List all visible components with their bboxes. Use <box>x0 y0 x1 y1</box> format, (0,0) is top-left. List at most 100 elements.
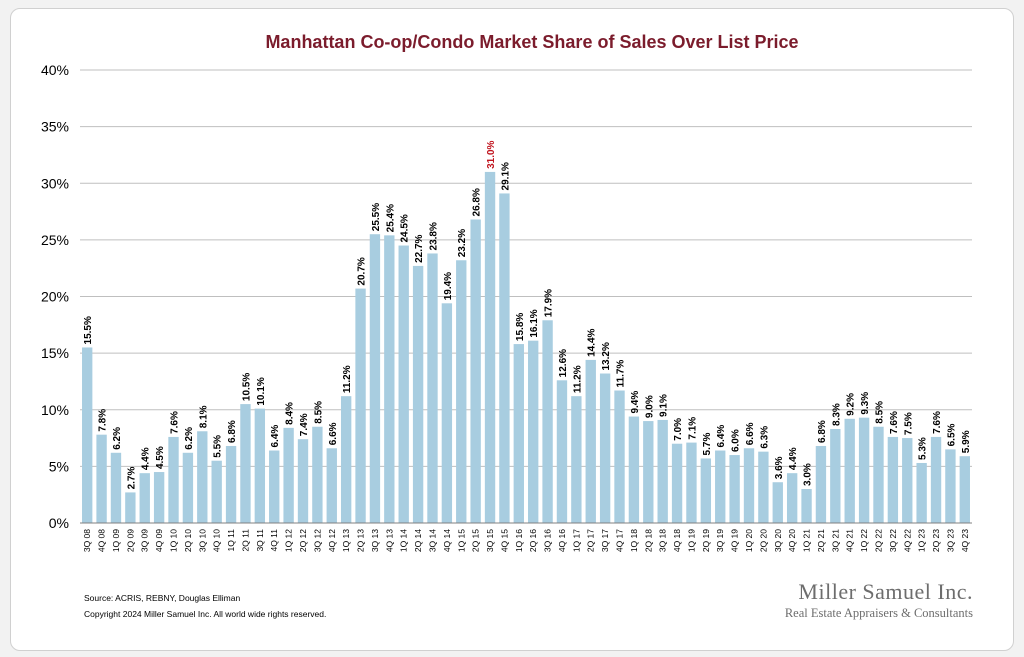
x-tick-label: 3Q 18 <box>658 529 668 552</box>
x-tick-label: 2Q 10 <box>183 529 193 552</box>
bar <box>513 344 524 523</box>
bar <box>384 235 395 523</box>
value-label: 10.1% <box>256 377 267 405</box>
bar <box>168 436 179 523</box>
x-tick-label: 1Q 18 <box>629 529 639 552</box>
x-tick-label: 4Q 09 <box>154 529 164 552</box>
y-tick-label: 25% <box>41 232 69 248</box>
value-label: 9.0% <box>644 395 655 418</box>
value-label: 25.4% <box>385 204 396 232</box>
x-tick-label: 4Q 23 <box>960 529 970 552</box>
bar <box>830 429 841 523</box>
bar <box>585 359 596 523</box>
bar <box>700 458 712 523</box>
value-label: 24.5% <box>400 214 411 242</box>
bar <box>225 445 237 523</box>
y-tick-label: 35% <box>41 119 69 135</box>
y-tick-label: 40% <box>41 62 69 78</box>
value-label: 6.6% <box>745 422 756 445</box>
value-label: 6.6% <box>328 422 339 445</box>
value-label: 13.2% <box>601 342 612 370</box>
value-label: 6.5% <box>946 423 957 446</box>
value-label: 23.8% <box>428 222 439 250</box>
value-label: 10.5% <box>241 373 252 401</box>
x-tick-label: 2Q 22 <box>873 529 883 552</box>
bar <box>82 347 93 523</box>
x-tick-label: 4Q 21 <box>845 529 855 552</box>
x-tick-label: 1Q 17 <box>571 529 581 552</box>
x-tick-label: 1Q 22 <box>859 529 869 552</box>
x-tick-label: 2Q 13 <box>356 529 366 552</box>
bar <box>945 449 956 523</box>
bar <box>211 460 222 523</box>
x-tick-label: 2Q 20 <box>758 529 768 552</box>
value-label: 25.5% <box>371 203 382 231</box>
copyright-note: Copyright 2024 Miller Samuel Inc. All wo… <box>84 609 326 619</box>
x-tick-label: 1Q 15 <box>456 529 466 552</box>
value-label: 23.2% <box>457 229 468 257</box>
bar <box>628 416 640 523</box>
bar <box>729 455 740 523</box>
bar <box>470 219 481 524</box>
x-tick-label: 2Q 11 <box>240 529 250 552</box>
bar <box>715 450 726 523</box>
value-label: 7.1% <box>687 417 698 440</box>
value-label: 4.4% <box>788 447 799 470</box>
value-label: 8.4% <box>285 402 296 425</box>
x-tick-label: 4Q 13 <box>384 529 394 552</box>
company-logo-tagline: Real Estate Appraisers & Consultants <box>785 606 973 620</box>
bar <box>815 445 827 523</box>
x-tick-label: 1Q 16 <box>514 529 524 552</box>
value-label: 31.0% <box>486 140 497 168</box>
x-tick-label: 2Q 09 <box>125 529 135 552</box>
value-label: 6.3% <box>759 426 770 449</box>
x-tick-label: 1Q 19 <box>686 529 696 552</box>
bar <box>456 260 467 523</box>
x-tick-label: 3Q 23 <box>945 529 955 552</box>
x-tick-label: 3Q 09 <box>140 529 150 552</box>
value-label: 16.1% <box>529 309 540 337</box>
value-label: 7.4% <box>299 413 310 436</box>
bars <box>82 171 970 524</box>
y-tick-label: 30% <box>41 175 69 191</box>
bar <box>283 427 294 523</box>
x-tick-label: 1Q 11 <box>226 529 236 552</box>
bar <box>887 436 899 523</box>
bar <box>657 419 668 523</box>
source-note: Source: ACRIS, REBNY, Douglas Elliman <box>84 593 240 603</box>
x-tick-label: 3Q 21 <box>830 529 840 552</box>
y-tick-label: 20% <box>41 289 69 305</box>
bar <box>355 288 366 523</box>
x-tick-label: 4Q 22 <box>902 529 912 552</box>
x-tick-label: 1Q 10 <box>169 529 179 552</box>
x-tick-label: 3Q 16 <box>543 529 553 552</box>
value-label: 11.7% <box>616 360 627 388</box>
bar <box>916 462 927 523</box>
bar <box>743 448 755 523</box>
value-label: 15.5% <box>83 316 94 344</box>
x-tick-label: 4Q 17 <box>615 529 625 552</box>
bar <box>197 431 208 523</box>
bar <box>571 396 582 523</box>
bar <box>873 426 884 523</box>
bar <box>254 408 266 523</box>
value-label: 9.2% <box>846 393 857 416</box>
chart-frame <box>10 8 1014 651</box>
bar <box>96 434 107 523</box>
x-tick-label: 1Q 13 <box>341 529 351 552</box>
value-label: 5.5% <box>213 435 224 458</box>
bar <box>528 340 539 523</box>
x-tick-label: 2Q 18 <box>643 529 653 552</box>
bar <box>772 482 783 523</box>
value-label: 17.9% <box>544 289 555 317</box>
x-tick-label: 2Q 23 <box>931 529 941 552</box>
x-tick-label: 4Q 14 <box>442 529 452 552</box>
bar <box>125 492 136 523</box>
bar <box>153 472 165 523</box>
value-label: 12.6% <box>558 349 569 377</box>
value-label: 9.4% <box>630 391 641 414</box>
bar <box>326 448 337 523</box>
x-tick-label: 4Q 18 <box>672 529 682 552</box>
value-label: 26.8% <box>472 188 483 216</box>
